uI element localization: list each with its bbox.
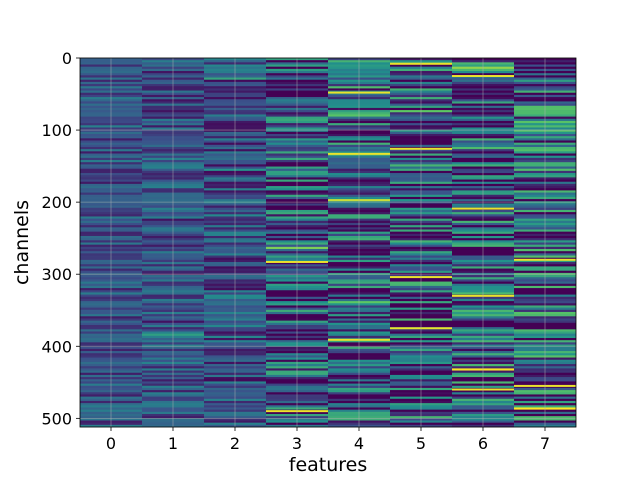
x-tick-label: 6 bbox=[478, 434, 488, 453]
y-axis-label: channels bbox=[11, 200, 33, 285]
y-axis-ticks: 0 100 200 300 400 500 bbox=[41, 49, 80, 428]
x-tick-label: 3 bbox=[292, 434, 302, 453]
x-tick-label: 2 bbox=[230, 434, 240, 453]
x-tick-label: 4 bbox=[354, 434, 364, 453]
x-tick-label: 0 bbox=[106, 434, 116, 453]
heatmap-cells bbox=[80, 58, 576, 428]
y-tick-label: 300 bbox=[41, 265, 72, 284]
x-axis-label: features bbox=[289, 454, 368, 476]
x-axis-ticks: 0 1 2 3 4 5 6 7 bbox=[106, 427, 550, 453]
y-tick-label: 0 bbox=[62, 49, 72, 68]
y-tick-label: 200 bbox=[41, 193, 72, 212]
grid-lines bbox=[80, 57, 576, 427]
x-tick-label: 7 bbox=[540, 434, 550, 453]
x-tick-label: 1 bbox=[168, 434, 178, 453]
y-tick-label: 100 bbox=[41, 121, 72, 140]
y-tick-label: 400 bbox=[41, 337, 72, 356]
y-tick-label: 500 bbox=[41, 409, 72, 428]
x-tick-label: 5 bbox=[416, 434, 426, 453]
plot-frame bbox=[79, 57, 577, 428]
